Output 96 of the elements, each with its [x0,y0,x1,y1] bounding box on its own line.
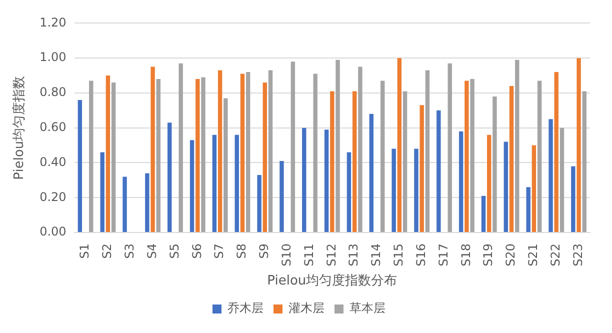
bar [504,142,508,232]
bar [290,62,296,232]
bar [257,174,262,232]
bar [464,80,469,232]
bar [509,86,514,232]
bar [448,63,452,232]
bar [262,82,267,232]
bar [122,176,127,232]
bar [106,76,110,232]
y-tick-label: 0.80 [40,85,66,100]
bar [369,114,374,232]
bar [582,91,586,232]
x-tick-label: S15 [392,244,406,266]
x-tick-label: S17 [436,244,450,266]
bar [458,131,464,232]
bar [532,145,536,232]
x-tick-label: S11 [302,244,316,266]
x-tick-label: S5 [167,244,182,259]
x-tick-label: S3 [122,244,136,259]
bar [548,119,553,232]
bar [234,134,239,232]
y-axis-title: Pielou均匀度指数 [11,76,28,180]
bar [212,134,217,232]
bar [280,161,284,232]
bar [196,79,200,232]
bar [526,187,530,232]
y-tick-label: 0.40 [40,154,66,169]
x-tick-label: S2 [100,244,114,259]
bar [537,80,542,232]
x-tick-label: S7 [212,244,226,259]
bar [576,58,581,232]
bar [224,98,228,232]
legend-label: 草本层 [350,301,386,316]
bar [436,110,441,232]
x-tick-label: S14 [369,244,384,266]
bar [402,91,408,232]
legend-label: 灌木层 [288,301,324,316]
bar [240,74,245,232]
x-tick-label: S9 [257,244,272,259]
bar [156,79,160,232]
bar [392,148,396,232]
x-axis-title: Pielou均匀度指数分布 [267,272,398,289]
x-tick-label: S12 [324,244,338,266]
bar [492,96,497,232]
x-tick-label: S10 [279,244,294,266]
y-tick-label: 1.20 [40,15,66,30]
bar [352,91,357,232]
bar [111,82,116,232]
x-tick-label: S23 [570,244,585,266]
bar [313,74,318,232]
bar [178,63,183,232]
y-tick-label: 1.00 [40,50,66,64]
bar [420,105,424,232]
bar [89,80,94,232]
x-tick-label: S21 [526,244,540,266]
bar [397,58,402,232]
bar [554,72,558,232]
bar [358,66,362,232]
bar [414,148,418,232]
bar [425,70,430,232]
legend-label: 乔木层 [228,301,264,316]
y-tick-label: 0.00 [40,224,66,239]
bar [78,100,82,232]
bar [571,166,576,232]
x-tick-label: S6 [190,244,204,259]
bar [380,80,385,232]
bar [268,70,273,232]
bar [346,152,352,232]
x-tick-label: S20 [504,244,518,266]
x-tick-label: S16 [414,244,428,266]
bar [330,91,334,232]
bar [336,60,340,232]
y-tick-label: 0.20 [40,190,66,204]
bar [145,173,150,232]
bar [481,196,486,232]
x-tick-label: S13 [346,244,361,266]
bar [190,140,194,232]
x-tick-label: S8 [234,244,249,259]
x-tick-label: S4 [144,244,159,259]
x-tick-label: S18 [458,244,473,266]
bar [515,60,520,232]
bar [218,70,222,232]
bar [246,72,250,232]
bar [560,128,564,232]
x-tick-label: S1 [78,244,92,259]
bar [324,130,329,232]
bar [470,79,474,232]
x-tick-label: S22 [548,244,562,266]
y-tick-label: 0.60 [40,120,66,134]
bar [302,128,306,232]
bar [487,134,492,232]
x-tick-label: S19 [481,244,496,266]
bar [201,77,206,232]
bar [168,122,172,232]
bar [100,152,104,232]
bar [150,66,155,232]
